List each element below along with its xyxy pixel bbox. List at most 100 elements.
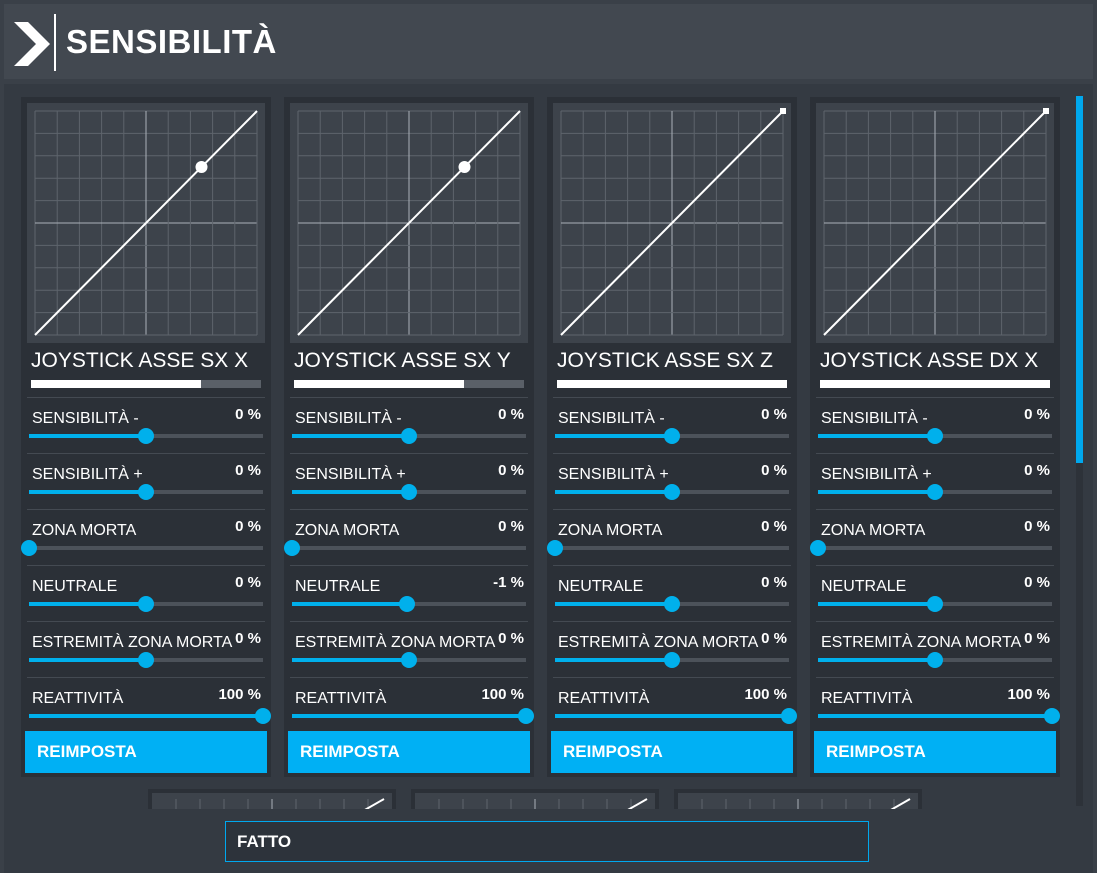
setting-row: NEUTRALE 0 % [816,565,1054,620]
slider-handle[interactable] [547,540,563,556]
current-input-marker [458,161,471,173]
header-divider [54,14,56,71]
slider-handle[interactable] [401,428,417,444]
axis-name: JOYSTICK ASSE SX Z [557,349,773,372]
setting-slider[interactable] [555,428,789,444]
axis-name: JOYSTICK ASSE DX X [820,349,1039,372]
setting-value: 0 % [1022,518,1050,535]
setting-slider[interactable] [555,652,789,668]
slider-fill [292,714,526,718]
input-level-fill [294,380,465,388]
setting-slider[interactable] [292,484,526,500]
page-title: SENSIBILITÀ [66,23,277,60]
setting-row: SENSIBILITÀ + 0 % [816,453,1054,508]
setting-value: 0 % [496,630,524,647]
slider-handle[interactable] [664,428,680,444]
header: SENSIBILITÀ [4,4,1093,79]
setting-value: 0 % [1022,462,1050,479]
reset-button[interactable]: REIMPOSTA [551,731,793,773]
input-level-fill [31,380,202,388]
setting-label: ESTREMITÀ ZONA MORTA [558,634,759,651]
reset-button[interactable]: REIMPOSTA [814,731,1056,773]
response-curve-graph[interactable] [816,103,1054,343]
done-button[interactable]: FATTO [225,821,869,862]
slider-handle[interactable] [927,652,943,668]
slider-handle[interactable] [401,484,417,500]
setting-slider[interactable] [21,540,263,556]
slider-handle[interactable] [138,428,154,444]
setting-row: REATTIVITÀ 100 % [553,677,797,732]
setting-slider[interactable] [292,652,526,668]
setting-slider[interactable] [810,540,1052,556]
response-curve [297,110,521,336]
setting-slider[interactable] [29,652,263,668]
setting-slider[interactable] [292,708,534,724]
current-input-marker [1043,108,1049,114]
scrollbar[interactable] [1076,96,1083,806]
setting-slider[interactable] [284,540,526,556]
setting-row: SENSIBILITÀ - 0 % [290,397,528,452]
setting-label: ZONA MORTA [558,522,663,539]
setting-slider[interactable] [292,596,526,612]
setting-slider[interactable] [29,428,263,444]
axis-panel: JOYSTICK ASSE DX X SENSIBILITÀ -0 % SENSIB… [810,97,1060,777]
setting-value: 0 % [496,406,524,423]
response-curve-graph[interactable] [27,103,265,343]
slider-handle[interactable] [284,540,300,556]
setting-slider[interactable] [29,484,263,500]
next-axis-graph[interactable] [148,789,396,811]
slider-handle[interactable] [810,540,826,556]
slider-handle[interactable] [138,484,154,500]
slider-handle[interactable] [927,484,943,500]
setting-slider[interactable] [29,596,263,612]
setting-value: 100 % [1005,686,1050,703]
slider-handle[interactable] [518,708,534,724]
slider-handle[interactable] [664,484,680,500]
setting-slider[interactable] [818,596,1052,612]
slider-handle[interactable] [664,652,680,668]
slider-handle[interactable] [401,652,417,668]
response-curve [823,110,1047,336]
slider-fill [818,714,1052,718]
reset-button[interactable]: REIMPOSTA [288,731,530,773]
setting-slider[interactable] [555,596,789,612]
slider-handle[interactable] [664,596,680,612]
next-axis-graph[interactable] [674,789,922,811]
setting-slider[interactable] [818,652,1052,668]
setting-label: SENSIBILITÀ - [558,410,665,427]
setting-slider[interactable] [818,428,1052,444]
setting-slider[interactable] [555,708,797,724]
slider-handle[interactable] [927,428,943,444]
slider-handle[interactable] [1044,708,1060,724]
slider-handle[interactable] [138,652,154,668]
next-axis-graph[interactable] [411,789,659,811]
response-curve-svg [823,108,1049,336]
setting-row: REATTIVITÀ 100 % [27,677,271,732]
axis-name: JOYSTICK ASSE SX Y [294,349,511,372]
setting-slider[interactable] [547,540,789,556]
slider-handle[interactable] [781,708,797,724]
reset-button[interactable]: REIMPOSTA [25,731,267,773]
slider-handle[interactable] [398,596,415,612]
response-curve-graph[interactable] [553,103,791,343]
axis-panel: JOYSTICK ASSE SX Z SENSIBILITÀ -0 % SENSIB… [547,97,797,777]
response-curve-svg [34,110,258,336]
setting-slider[interactable] [29,708,271,724]
setting-value: 0 % [496,518,524,535]
setting-slider[interactable] [818,708,1060,724]
slider-handle[interactable] [138,596,154,612]
setting-slider[interactable] [555,484,789,500]
setting-slider[interactable] [818,484,1052,500]
scrollbar-thumb[interactable] [1076,96,1083,463]
setting-slider[interactable] [292,428,526,444]
setting-label: ZONA MORTA [32,522,137,539]
setting-label: REATTIVITÀ [295,690,387,707]
setting-value: 0 % [233,406,261,423]
setting-row: SENSIBILITÀ - 0 % [27,397,265,452]
slider-handle[interactable] [927,596,943,612]
slider-handle[interactable] [255,708,271,724]
slider-handle[interactable] [21,540,37,556]
setting-value: -1 % [491,574,524,591]
slider-fill [29,490,146,494]
response-curve-graph[interactable] [290,103,528,343]
